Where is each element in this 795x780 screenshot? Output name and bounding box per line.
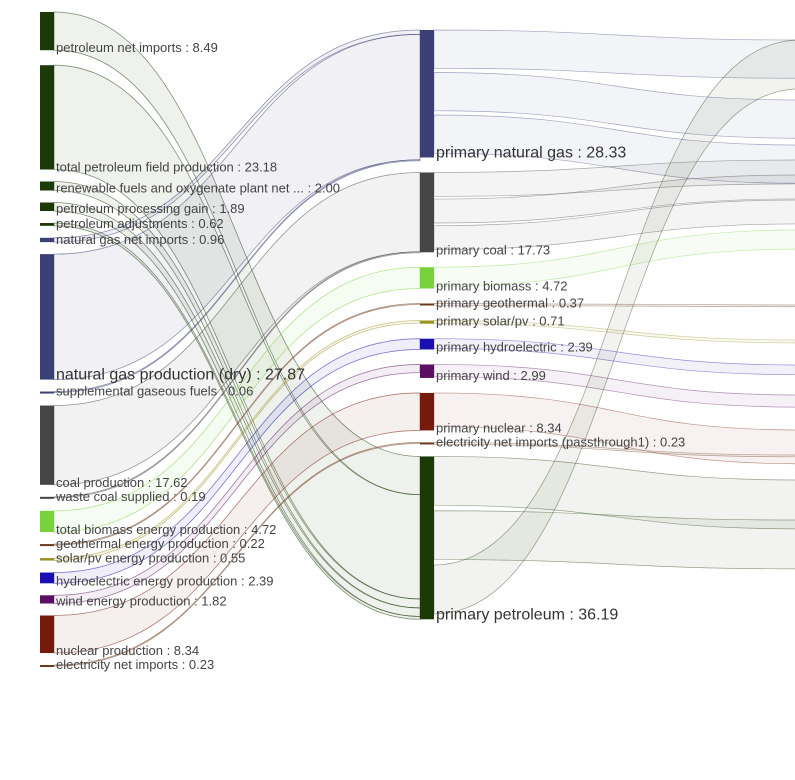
- outflow-primary_nuclear-0[interactable]: [433, 392, 795, 465]
- label-petroleum_net_imports: petroleum net imports : 8.49: [56, 40, 218, 55]
- label-primary_natural_gas: primary natural gas : 28.33: [436, 144, 626, 161]
- label-petroleum_processing_gain: petroleum processing gain : 1.89: [56, 201, 245, 216]
- label-primary_biomass: primary biomass : 4.72: [436, 279, 568, 294]
- outflow-primary_coal-2[interactable]: [433, 199, 795, 250]
- label-wind_production: wind energy production : 1.82: [55, 593, 227, 608]
- label-nuclear_production: nuclear production : 8.34: [56, 643, 199, 658]
- node-petroleum_net_imports[interactable]: [40, 12, 54, 51]
- link-waste_coal_supplied-to-primary_coal[interactable]: [53, 251, 421, 499]
- label-natural_gas_net_imports: natural gas net imports : 0.96: [56, 232, 224, 247]
- label-solar_production: solar/pv energy production : 0.55: [56, 551, 245, 566]
- flow-nodes: [40, 12, 434, 668]
- outflow-primary_coal-0[interactable]: [433, 159, 795, 197]
- node-primary_geothermal[interactable]: [420, 303, 434, 306]
- label-primary_solar: primary solar/pv : 0.71: [436, 314, 565, 329]
- node-electricity_passthrough[interactable]: [420, 442, 434, 445]
- label-total_petroleum_field_production: total petroleum field production : 23.18: [56, 160, 277, 175]
- node-waste_coal_supplied[interactable]: [40, 496, 54, 499]
- node-renewable_fuels[interactable]: [40, 181, 54, 191]
- label-primary_geothermal: primary geothermal : 0.37: [436, 296, 584, 311]
- outflow-primary_coal-1[interactable]: [433, 174, 795, 224]
- label-coal_production: coal production : 17.62: [56, 475, 188, 490]
- label-hydro_production: hydroelectric energy production : 2.39: [56, 573, 274, 588]
- node-primary_solar[interactable]: [420, 320, 434, 324]
- outflow-primary_natural_gas-1[interactable]: [433, 72, 795, 139]
- node-primary_hydro[interactable]: [420, 338, 434, 350]
- label-total_biomass: total biomass energy production : 4.72: [56, 522, 276, 537]
- link-total_biomass-to-primary_biomass[interactable]: [53, 266, 421, 533]
- node-geothermal_production[interactable]: [40, 544, 54, 547]
- outgoing-links: [433, 29, 795, 615]
- outflow-primary_petroleum-1[interactable]: [433, 510, 795, 570]
- outflow-primary_petroleum-0[interactable]: [433, 456, 795, 530]
- node-primary_petroleum[interactable]: [420, 456, 434, 620]
- label-renewable_fuels: renewable fuels and oxygenate plant net …: [56, 181, 340, 196]
- node-primary_wind[interactable]: [420, 364, 434, 378]
- flow-links: [53, 11, 421, 667]
- outflow-primary_geothermal-0[interactable]: [433, 303, 795, 308]
- label-primary_petroleum: primary petroleum : 36.19: [436, 606, 618, 623]
- label-primary_nuclear: primary nuclear : 8.34: [436, 420, 562, 435]
- node-primary_nuclear[interactable]: [420, 392, 434, 431]
- node-solar_production[interactable]: [40, 558, 54, 561]
- node-wind_production[interactable]: [40, 595, 54, 604]
- node-coal_production[interactable]: [40, 405, 54, 485]
- link-supplemental_gaseous_fuels-to-primary_natural_gas[interactable]: [53, 159, 421, 393]
- node-natural_gas_net_imports[interactable]: [40, 237, 54, 243]
- node-primary_coal[interactable]: [420, 172, 434, 253]
- node-primary_natural_gas[interactable]: [420, 30, 434, 158]
- label-natural_gas_production: natural gas production (dry) : 27.87: [56, 367, 305, 384]
- node-natural_gas_production[interactable]: [40, 254, 54, 380]
- outflow-primary_petroleum-2[interactable]: [433, 40, 795, 615]
- outflow-electricity_passthrough-0[interactable]: [433, 442, 795, 458]
- label-electricity_passthrough: electricity net imports (passthrough1) :…: [436, 434, 685, 449]
- node-hydro_production[interactable]: [40, 572, 54, 584]
- label-petroleum_adjustments: petroleum adjustments : 0.62: [56, 216, 224, 231]
- outflow-primary_wind-0[interactable]: [433, 364, 795, 408]
- label-electricity_net_imports: electricity net imports : 0.23: [56, 657, 214, 672]
- node-total_petroleum_field_production[interactable]: [40, 65, 54, 170]
- label-primary_wind: primary wind : 2.99: [436, 368, 546, 383]
- node-petroleum_processing_gain[interactable]: [40, 202, 54, 212]
- node-primary_biomass[interactable]: [420, 267, 434, 289]
- node-total_biomass[interactable]: [40, 510, 54, 533]
- label-geothermal_production: geothermal energy production : 0.22: [56, 536, 265, 551]
- node-labels: petroleum net imports : 8.49 total petrol…: [55, 40, 685, 672]
- node-petroleum_adjustments[interactable]: [40, 223, 54, 226]
- label-waste_coal_supplied: waste coal supplied : 0.19: [55, 489, 206, 504]
- label-supplemental_gaseous_fuels: supplemental gaseous fuels : 0.06: [56, 384, 253, 399]
- outflow-primary_hydro-0[interactable]: [433, 338, 795, 375]
- node-electricity_net_imports[interactable]: [40, 665, 54, 668]
- label-primary_coal: primary coal : 17.73: [436, 242, 550, 257]
- node-supplemental_gaseous_fuels[interactable]: [40, 391, 54, 394]
- outflow-primary_natural_gas-2[interactable]: [433, 114, 795, 184]
- outflow-primary_biomass-0[interactable]: [433, 229, 795, 287]
- outflow-primary_natural_gas-0[interactable]: [433, 29, 795, 79]
- label-primary_hydro: primary hydroelectric : 2.39: [436, 339, 593, 354]
- outflow-primary_solar-0[interactable]: [433, 320, 795, 344]
- node-nuclear_production[interactable]: [40, 615, 54, 654]
